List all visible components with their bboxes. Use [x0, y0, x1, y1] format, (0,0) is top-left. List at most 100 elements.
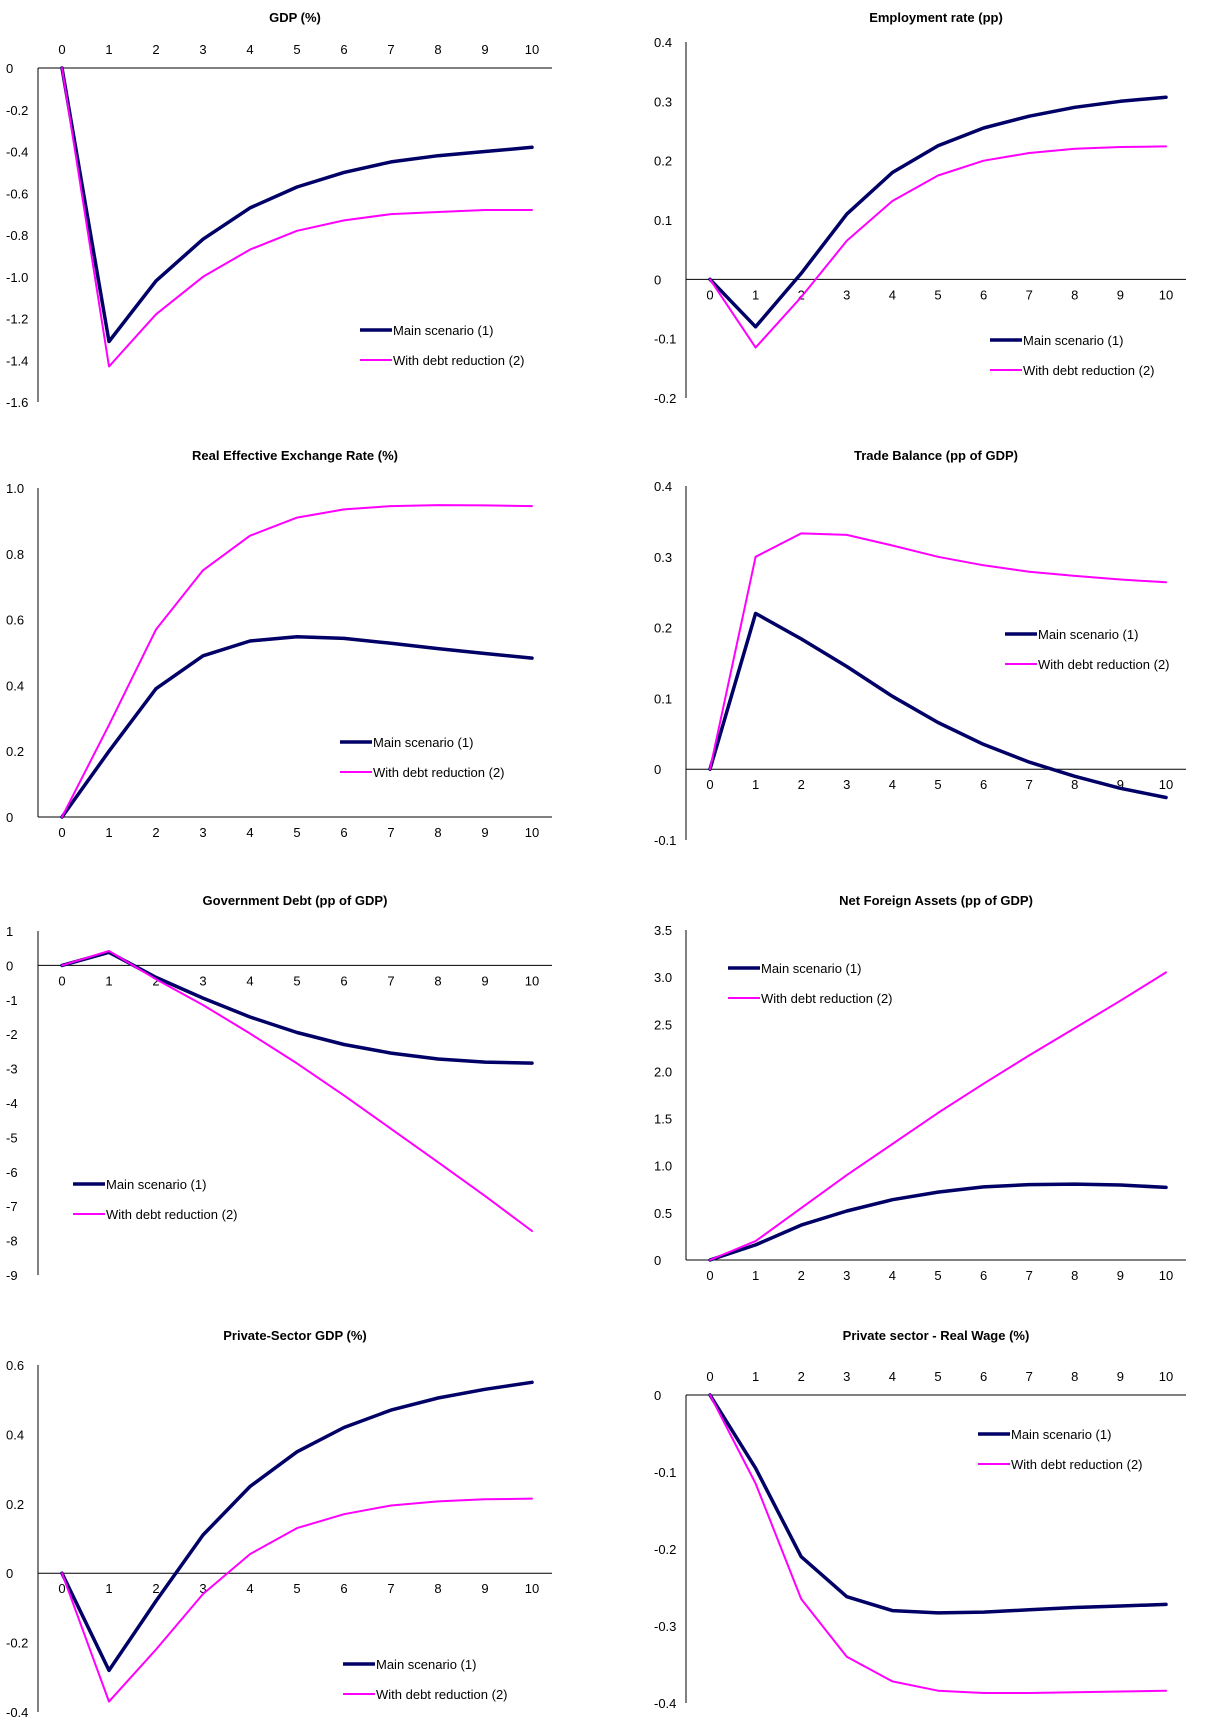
y-tick-label: 0.3	[654, 550, 672, 565]
x-tick-label: 8	[434, 825, 441, 840]
x-tick-label: 1	[752, 287, 759, 302]
y-tick-label: -3	[6, 1062, 18, 1077]
x-tick-label: 6	[340, 973, 347, 988]
y-tick-label: 0.5	[654, 1206, 672, 1221]
chart-title: Private sector - Real Wage (%)	[843, 1328, 1030, 1343]
x-tick-label: 4	[889, 1369, 896, 1384]
x-tick-label: 10	[525, 1581, 539, 1596]
chart-panel-5: Government Debt (pp of GDP)10-1-2-3-4-5-…	[6, 893, 552, 1283]
series-line-debt-reduction	[709, 145, 1167, 349]
y-tick-label: -0.2	[6, 1636, 28, 1651]
y-tick-label: 0	[654, 1253, 661, 1268]
legend-label: With debt reduction (2)	[393, 353, 525, 368]
series-line-debt-reduction	[61, 1497, 533, 1703]
x-tick-label: 4	[246, 42, 253, 57]
x-tick-label: 6	[980, 287, 987, 302]
x-tick-label: 7	[1026, 777, 1033, 792]
y-tick-label: 0.2	[654, 621, 672, 636]
series-line-main-scenario	[708, 611, 1168, 800]
y-tick-label: -9	[6, 1268, 18, 1283]
y-tick-label: 0.8	[6, 547, 24, 562]
y-tick-label: 1	[6, 924, 13, 939]
y-tick-label: 0.4	[6, 678, 24, 693]
x-tick-label: 2	[152, 1581, 159, 1596]
x-tick-label: 8	[434, 42, 441, 57]
x-tick-label: 3	[199, 973, 206, 988]
chart-title: Real Effective Exchange Rate (%)	[192, 448, 398, 463]
x-tick-label: 3	[843, 1369, 850, 1384]
x-tick-label: 10	[1159, 1369, 1173, 1384]
x-tick-label: 0	[58, 42, 65, 57]
x-tick-label: 6	[980, 1268, 987, 1283]
y-tick-label: 0.2	[654, 154, 672, 169]
y-tick-label: 2.0	[654, 1064, 672, 1079]
y-tick-label: 0.4	[654, 35, 672, 50]
x-tick-label: 7	[1026, 287, 1033, 302]
x-tick-label: 8	[1071, 1268, 1078, 1283]
series-line-debt-reduction	[61, 950, 533, 1232]
y-tick-label: -0.3	[654, 1619, 676, 1634]
chart-title: GDP (%)	[269, 10, 321, 25]
y-tick-label: -5	[6, 1130, 18, 1145]
y-tick-label: -1.4	[6, 353, 28, 368]
x-tick-label: 4	[246, 1581, 253, 1596]
y-tick-label: 3.5	[654, 923, 672, 938]
x-tick-label: 1	[105, 825, 112, 840]
y-tick-label: -0.4	[654, 1696, 676, 1711]
chart-panel-8: Private sector - Real Wage (%) 0 -0.1 -0.2 -…	[654, 1328, 1186, 1711]
x-tick-label: 4	[889, 287, 896, 302]
legend-label: Main scenario (1)	[1023, 333, 1123, 348]
series-line-main-scenario	[708, 1182, 1168, 1262]
y-tick-label: 0	[654, 1388, 661, 1403]
legend-label: With debt reduction (2)	[373, 765, 505, 780]
y-tick-label: 2.5	[654, 1017, 672, 1032]
x-tick-label: 9	[481, 825, 488, 840]
x-tick-label: 1	[752, 777, 759, 792]
y-tick-label: -0.4	[6, 1705, 28, 1720]
x-tick-label: 5	[934, 287, 941, 302]
y-tick-label: -7	[6, 1199, 18, 1214]
x-tick-label: 6	[980, 1369, 987, 1384]
chart-panel-4: Trade Balance (pp of GDP) 0.4 0.3 0.2 0.1 0 -0…	[654, 448, 1186, 848]
y-tick-label: 1.5	[654, 1112, 672, 1127]
x-tick-label: 10	[525, 42, 539, 57]
x-tick-label: 8	[1071, 1369, 1078, 1384]
x-tick-label: 6	[340, 1581, 347, 1596]
x-tick-label: 9	[481, 1581, 488, 1596]
series-line-main-scenario	[60, 950, 534, 1065]
y-tick-label: -2	[6, 1027, 18, 1042]
chart-title: Trade Balance (pp of GDP)	[854, 448, 1018, 463]
x-tick-label: 0	[58, 1581, 65, 1596]
series-line-main-scenario	[708, 95, 1168, 329]
y-tick-label: 0	[6, 810, 13, 825]
x-tick-label: 5	[293, 42, 300, 57]
x-tick-label: 4	[246, 825, 253, 840]
y-tick-label: 0.6	[6, 613, 24, 628]
chart-panel-6: Net Foreign Assets (pp of GDP) 3.5 3.0 2.5 2…	[654, 893, 1186, 1283]
y-tick-label: 0	[6, 958, 13, 973]
legend-label: Main scenario (1)	[1038, 627, 1138, 642]
x-tick-label: 3	[843, 1268, 850, 1283]
series-line-debt-reduction	[709, 971, 1167, 1261]
y-tick-label: -8	[6, 1234, 18, 1249]
y-tick-label: 0.2	[6, 1497, 24, 1512]
x-tick-label: 6	[340, 825, 347, 840]
y-tick-label: -0.4	[6, 145, 28, 160]
y-tick-label: -6	[6, 1165, 18, 1180]
x-tick-label: 0	[706, 777, 713, 792]
y-tick-label: -0.2	[6, 103, 28, 118]
series-line-main-scenario	[708, 1393, 1168, 1615]
y-tick-label: -0.1	[654, 332, 676, 347]
chart-panel-1: GDP (%) 0 -0.2 -0.4 -0.6 -0.8 -1.0 -1.2 -1.4 -1.6…	[6, 10, 552, 410]
y-tick-label: -0.2	[654, 1542, 676, 1557]
legend-label: Main scenario (1)	[761, 961, 861, 976]
series-line-debt-reduction	[709, 532, 1167, 771]
x-tick-label: 4	[889, 777, 896, 792]
y-tick-label: -4	[6, 1096, 18, 1111]
y-tick-label: -0.1	[654, 833, 676, 848]
x-tick-label: 7	[387, 825, 394, 840]
series-line-main-scenario	[60, 1380, 534, 1673]
x-tick-label: 9	[1117, 1268, 1124, 1283]
y-tick-label: -0.1	[654, 1465, 676, 1480]
